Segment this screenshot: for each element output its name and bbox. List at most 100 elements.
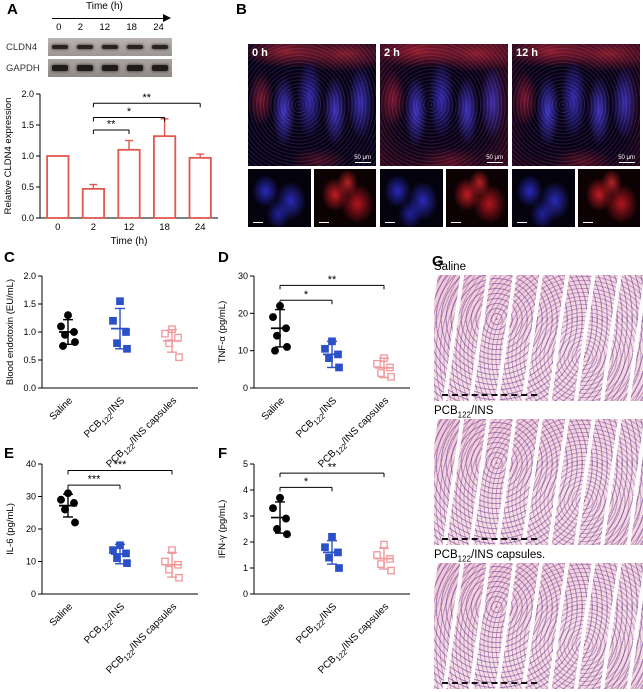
fluorescence-image-2h: 2 h 50 μm [380,44,508,166]
dapi-channel-image [248,169,311,227]
svg-text:Relative CLDN4 expression: Relative CLDN4 expression [3,98,14,215]
dapi-channel-image [380,169,443,227]
panel-label-f: F [218,445,228,462]
svg-text:0: 0 [243,589,248,599]
svg-text:***: *** [88,474,102,486]
protein-band [151,45,168,49]
svg-text:2: 2 [91,222,96,233]
protein-band [126,45,143,49]
svg-text:**: ** [328,462,337,474]
svg-text:30: 30 [26,492,36,502]
svg-text:PCB122/INS: PCB122/INS [294,395,341,442]
svg-text:**: ** [107,118,116,130]
fluorescence-image-12h: 12 h 50 μm [512,44,640,166]
cldn4-channel-image [313,169,376,227]
lane-label: 0 [56,22,62,33]
svg-text:**: ** [143,92,152,104]
scale-bar-line [354,162,371,163]
histology-group-saline: Saline [434,260,643,401]
protein-band [126,65,143,71]
svg-text:2: 2 [243,537,248,547]
scale-bar-label: 50 μm [486,155,503,161]
blot-row-label-gapdh: GAPDH [6,63,40,74]
panel-label-b: B [236,1,247,18]
svg-text:1.0: 1.0 [23,327,36,337]
svg-text:Time (h): Time (h) [111,236,148,247]
svg-text:4: 4 [243,485,248,495]
panel-label-d: D [218,249,229,266]
fluorescence-group-12h: 12 h 50 μm [512,44,640,227]
label-text: PCB [434,549,458,561]
blot-row-gapdh: GAPDH [0,59,230,78]
svg-text:*: * [304,289,309,301]
protein-band [77,65,94,71]
svg-text:40: 40 [26,459,36,469]
fluorescence-image-0h: 0 h 50 μm [248,44,376,166]
svg-text:PCB122/INS: PCB122/INS [82,395,129,442]
protein-band [151,65,168,71]
svg-text:*: * [127,106,132,118]
channel-images [380,169,508,227]
svg-text:0: 0 [31,589,36,599]
svg-text:PCB122/INS: PCB122/INS [294,601,341,648]
lane-label: 18 [126,22,137,33]
svg-text:24: 24 [195,222,206,233]
panel-label-e: E [4,445,15,462]
svg-text:20: 20 [238,308,248,318]
svg-text:Saline: Saline [260,601,288,629]
timepoint-label: 0 h [252,47,268,59]
timepoint-label: 2 h [384,47,400,59]
svg-text:Saline: Saline [260,395,288,423]
svg-text:0.0: 0.0 [23,383,36,393]
svg-text:0: 0 [55,222,60,233]
panel-label-c: C [4,249,15,266]
svg-text:***: *** [114,459,128,471]
scale-bar [442,682,537,684]
label-text: PCB [434,405,458,417]
blot-row-label-cldn4: CLDN4 [6,42,38,53]
panel-label-g: G [432,253,444,270]
scale-bar: 50 μm [618,155,635,163]
histology-image-pcb-ins-capsules [434,563,643,689]
blot-timepoints: 0 2 12 18 24 [48,22,172,33]
svg-text:PCB122/INS: PCB122/INS [82,601,129,648]
fluorescence-group-2h: 2 h 50 μm [380,44,508,227]
blood-endotoxin-scatter-chart: 0.0 0.5 1.0 1.5 2.0 Blood endotoxin (EU/mL) Sa… [5,271,198,472]
label-subscript: 122 [457,554,472,564]
svg-text:10: 10 [238,346,248,356]
histology-label-saline: Saline [434,260,643,275]
svg-text:Blood endotoxin (EU/mL): Blood endotoxin (EU/mL) [5,279,16,385]
histology-image-saline [434,275,643,401]
svg-text:0.0: 0.0 [21,213,34,223]
histology-image-pcb-ins [434,419,643,545]
panel-b: B 0 h 50 μm 2 h 50 μm [230,0,643,256]
timepoint-label: 12 h [516,47,539,59]
svg-text:1.0: 1.0 [21,151,34,161]
protein-band [77,45,94,49]
scale-bar [442,538,537,540]
cldn4-channel-image [445,169,508,227]
scale-bar-label: 50 μm [618,155,635,161]
label-text: /INS capsules. [471,549,546,561]
scale-bar: 50 μm [486,155,503,163]
svg-text:0: 0 [243,383,248,393]
protein-band [52,65,69,71]
label-text: /INS [471,405,494,417]
blot-strip-cldn4 [48,38,172,56]
blot-strip-gapdh [48,59,172,77]
svg-text:0.5: 0.5 [23,355,36,365]
protein-band [52,45,69,49]
svg-text:Saline: Saline [48,601,76,629]
lane-label: 24 [153,22,164,33]
svg-text:2.0: 2.0 [21,89,34,99]
cldn4-expression-bar-chart: 0.0 0.5 1.0 1.5 2.0 Relative CLDN4 expression… [3,89,218,247]
svg-text:20: 20 [26,524,36,534]
svg-text:IL-6 (pg/mL): IL-6 (pg/mL) [5,503,16,555]
svg-text:*: * [304,476,309,488]
svg-text:2.0: 2.0 [23,271,36,281]
scale-bar [442,394,537,396]
panel-g: G Saline PCB122/INS PCB122/INS capsules. [428,252,643,692]
